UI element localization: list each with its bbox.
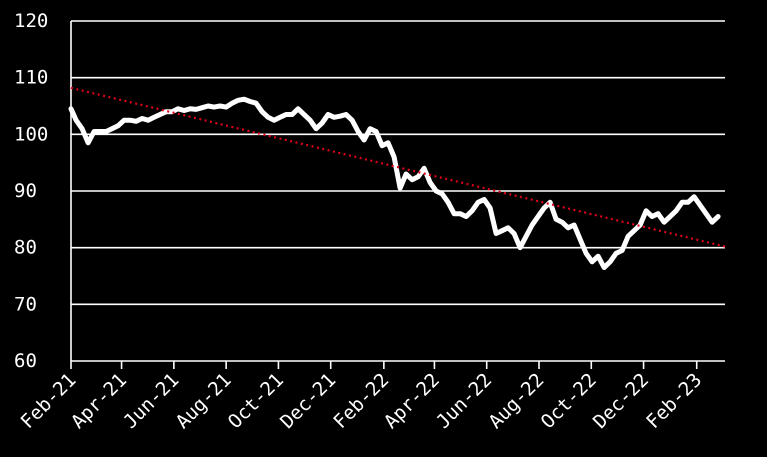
- x-tick-label: Oct-21: [224, 369, 288, 433]
- trend-line: [70, 86, 726, 248]
- y-tick-label: 80: [14, 237, 37, 259]
- x-tick-label: Dec-21: [276, 369, 340, 433]
- x-tick-label: Feb-21: [16, 369, 80, 433]
- x-tick-label: Apr-22: [380, 369, 444, 433]
- tick-labels: 60708090100110120Feb-21Apr-21Jun-21Aug-2…: [14, 10, 706, 433]
- y-tick-label: 90: [14, 180, 37, 202]
- gridlines: [71, 20, 725, 306]
- x-tick-label: Apr-21: [67, 369, 131, 433]
- x-tick-label: Feb-23: [642, 369, 706, 433]
- x-tick-label: Jun-22: [432, 369, 496, 433]
- y-tick-label: 60: [14, 350, 37, 372]
- x-tick-label: Aug-21: [172, 369, 236, 433]
- x-tick-label: Aug-22: [484, 369, 548, 433]
- series-layer: [68, 86, 726, 270]
- y-tick-label: 110: [14, 67, 48, 89]
- x-tick-label: Dec-22: [589, 369, 653, 433]
- x-tick-label: Feb-22: [329, 369, 393, 433]
- x-tick-label: Jun-21: [119, 369, 183, 433]
- y-tick-label: 70: [14, 293, 37, 315]
- axes: [70, 21, 725, 369]
- x-tick-label: Oct-22: [537, 369, 601, 433]
- price-series-line: [68, 96, 721, 270]
- y-tick-label: 120: [14, 10, 48, 32]
- y-tick-label: 100: [14, 123, 48, 145]
